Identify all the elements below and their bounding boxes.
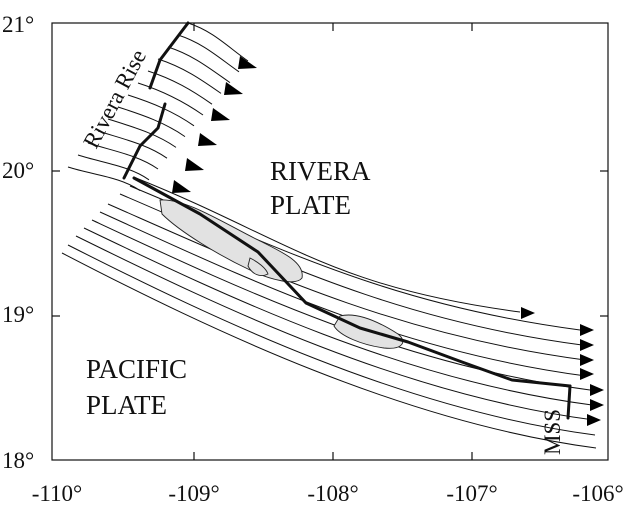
x-tick-label-1: -110° (32, 481, 83, 506)
x-tick-label-3: -108° (307, 481, 358, 506)
arrowhead (185, 158, 204, 171)
flowline (77, 154, 150, 181)
flowline (83, 227, 593, 406)
y-tick-label-21: 21° (2, 12, 34, 37)
arrowhead (580, 324, 594, 336)
y-tick-label-18: 18° (2, 448, 34, 473)
arrowhead (172, 180, 191, 193)
rivera-plate-label-line2: PLATE (270, 190, 351, 220)
flowline (87, 142, 159, 170)
arrowhead (587, 414, 601, 426)
x-tick-label-4: -107° (446, 481, 497, 506)
y-tick-label-20: 20° (2, 158, 34, 183)
arrowhead (580, 368, 594, 380)
x-tick-label-2: -109° (168, 481, 219, 506)
main-boundary (132, 176, 572, 388)
arrowhead (580, 354, 594, 366)
flowline (67, 166, 141, 192)
motion-arrows (172, 56, 604, 426)
flowline (99, 211, 587, 377)
x-tick-label-5: -106° (572, 481, 623, 506)
seismic-swarms (159, 199, 404, 349)
rise-segment (148, 21, 190, 90)
flowline (61, 252, 597, 449)
flowline (117, 106, 186, 138)
arrowhead (580, 339, 594, 351)
arrowhead (590, 384, 604, 396)
axis-ticks (52, 23, 608, 460)
rivera-plate-label-line1: RIVERA (270, 156, 371, 186)
flowline (157, 58, 222, 94)
arrowhead (590, 399, 604, 411)
flowline (107, 118, 177, 148)
flowline (67, 244, 596, 436)
flowlines (61, 22, 597, 449)
flowline (187, 22, 249, 62)
flowline (135, 177, 521, 313)
flowline (177, 34, 240, 73)
arrowhead (211, 108, 230, 121)
swarm-area (247, 257, 269, 277)
flowline (97, 130, 168, 159)
mss-label: MSS (540, 409, 565, 455)
mss-segment (566, 384, 572, 420)
map-frame (51, 22, 609, 461)
pacific-plate-label-line1: PACIFIC (86, 354, 187, 384)
flowline (91, 219, 591, 391)
flowline (75, 235, 595, 421)
arrowhead (198, 133, 217, 146)
flowline (137, 82, 204, 116)
flowline (107, 203, 586, 361)
rise-segment (122, 102, 167, 180)
arrowhead (224, 82, 243, 95)
flowline (147, 70, 213, 105)
arrowhead (238, 56, 257, 69)
pacific-plate-label-line2: PLATE (86, 390, 167, 420)
flowline (167, 46, 231, 84)
plate-boundaries (122, 21, 572, 420)
arrowhead (521, 307, 535, 319)
y-tick-label-19: 19° (2, 302, 34, 327)
